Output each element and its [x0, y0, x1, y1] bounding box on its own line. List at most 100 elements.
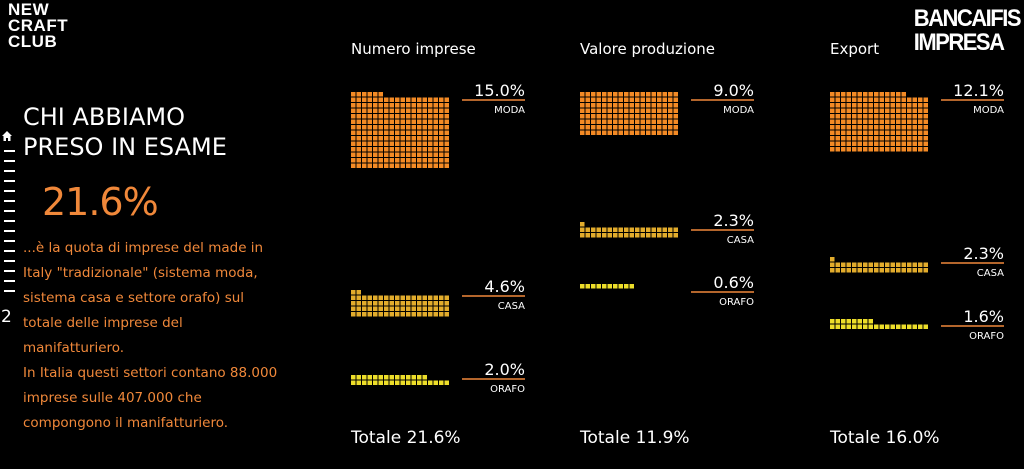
waffle-cell — [651, 103, 656, 108]
column-title: Numero imprese — [351, 40, 476, 58]
waffle-cell — [373, 92, 378, 97]
waffle-cell — [367, 295, 372, 300]
waffle-cell — [411, 119, 416, 124]
waffle-cell — [367, 158, 372, 163]
nav-tick[interactable] — [4, 200, 15, 202]
waffle-cell — [444, 125, 449, 130]
nav-tick[interactable] — [4, 280, 15, 282]
waffle-cell — [923, 125, 928, 130]
waffle-cell — [591, 119, 596, 124]
waffle-cell — [378, 380, 383, 385]
waffle-cell — [885, 130, 890, 135]
new-craft-club-logo[interactable]: NEW CRAFT CLUB — [8, 1, 68, 50]
waffle-cell — [417, 130, 422, 135]
waffle-cell — [395, 301, 400, 306]
waffle-cell — [433, 114, 438, 119]
waffle-cell — [400, 114, 405, 119]
waffle-cell — [373, 306, 378, 311]
waffle-cell — [351, 295, 356, 300]
waffle-cell — [395, 306, 400, 311]
waffle-cell — [444, 103, 449, 108]
waffle-cell — [923, 268, 928, 273]
waffle-cell — [607, 114, 612, 119]
waffle-cell — [602, 108, 607, 113]
waffle-cell — [852, 108, 857, 113]
waffle-cell — [852, 136, 857, 141]
waffle-cell — [923, 108, 928, 113]
waffle-cell — [417, 141, 422, 146]
waffle-cell — [422, 136, 427, 141]
nav-tick[interactable] — [4, 180, 15, 182]
waffle-cell — [433, 97, 438, 102]
waffle-cell — [830, 136, 835, 141]
waffle-cell — [668, 119, 673, 124]
waffle-cell — [852, 97, 857, 102]
nav-tick[interactable] — [4, 260, 15, 262]
nav-tick[interactable] — [4, 160, 15, 162]
waffle-cell — [395, 158, 400, 163]
waffle-cell — [874, 130, 879, 135]
waffle-cell — [422, 114, 427, 119]
waffle-cell — [651, 92, 656, 97]
nav-tick[interactable] — [4, 270, 15, 272]
waffle-cell — [395, 163, 400, 168]
waffle-cell — [367, 108, 372, 113]
waffle-cell — [362, 163, 367, 168]
nav-tick[interactable] — [4, 190, 15, 192]
nav-tick[interactable] — [4, 250, 15, 252]
bancaifis-impresa-logo[interactable]: BANCAIFIS IMPRESA — [914, 5, 1022, 54]
waffle-cell — [356, 103, 361, 108]
waffle-cell — [400, 130, 405, 135]
waffle-block-orafo — [580, 284, 634, 289]
waffle-cell — [433, 306, 438, 311]
waffle-cell — [384, 114, 389, 119]
waffle-cell — [362, 108, 367, 113]
waffle-cell — [852, 92, 857, 97]
waffle-cell — [433, 141, 438, 146]
waffle-cell — [351, 312, 356, 317]
waffle-cell — [646, 92, 651, 97]
waffle-cell — [635, 97, 640, 102]
nav-tick[interactable] — [4, 230, 15, 232]
waffle-cell — [662, 114, 667, 119]
nav-tick[interactable] — [4, 170, 15, 172]
waffle-cell — [901, 92, 906, 97]
waffle-cell — [411, 108, 416, 113]
waffle-cell — [835, 97, 840, 102]
waffle-cell — [841, 108, 846, 113]
nav-tick[interactable] — [4, 150, 15, 152]
waffle-cell — [640, 125, 645, 130]
waffle-cell — [607, 125, 612, 130]
waffle-cell — [907, 136, 912, 141]
waffle-cell — [362, 147, 367, 152]
home-icon[interactable] — [1, 130, 13, 142]
waffle-cell — [406, 141, 411, 146]
waffle-cell — [657, 119, 662, 124]
waffle-cell — [417, 147, 422, 152]
waffle-cell — [846, 268, 851, 273]
waffle-cell — [896, 147, 901, 152]
waffle-cell — [389, 103, 394, 108]
waffle-cell — [635, 103, 640, 108]
waffle-cell — [362, 97, 367, 102]
nav-tick[interactable] — [4, 240, 15, 242]
waffle-cell — [912, 130, 917, 135]
waffle-cell — [602, 119, 607, 124]
waffle-cell — [356, 114, 361, 119]
waffle-cell — [444, 130, 449, 135]
description-paragraph: ...è la quota di imprese del made in Ita… — [23, 240, 264, 356]
waffle-cell — [417, 375, 422, 380]
waffle-cell — [422, 152, 427, 157]
waffle-cell — [602, 284, 607, 289]
waffle-cell — [879, 97, 884, 102]
waffle-cell — [373, 295, 378, 300]
nav-tick[interactable] — [4, 290, 15, 292]
waffle-cell — [378, 136, 383, 141]
nav-tick[interactable] — [4, 220, 15, 222]
waffle-cell — [879, 147, 884, 152]
nav-tick[interactable] — [4, 210, 15, 212]
column-title: Valore produzione — [580, 40, 715, 58]
waffle-cell — [384, 147, 389, 152]
waffle-cell — [635, 125, 640, 130]
waffle-cell — [439, 301, 444, 306]
